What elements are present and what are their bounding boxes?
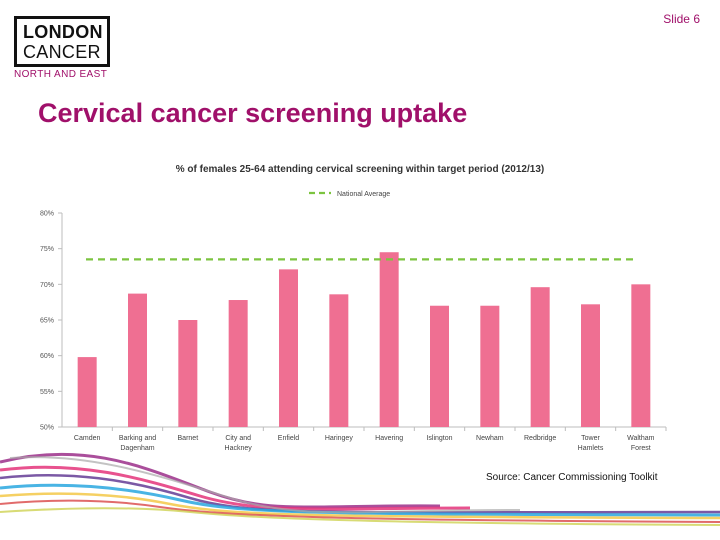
x-tick-label: Tower (581, 435, 600, 442)
chart-title: % of females 25-64 attending cervical sc… (175, 164, 545, 175)
bar (430, 305, 449, 427)
bar (379, 252, 399, 427)
y-tick-label: 65% (40, 318, 54, 325)
bar (530, 287, 550, 427)
bar (480, 305, 500, 427)
logo-line-1: LONDON (23, 22, 103, 42)
bar (178, 320, 198, 427)
logo-box: LONDON CANCER (14, 16, 110, 67)
bar (631, 284, 651, 427)
x-tick-label: City and (225, 435, 251, 442)
x-tick-label: Newham (476, 435, 504, 442)
x-tick-label: Forest (631, 445, 651, 452)
x-tick-label: Camden (74, 435, 101, 442)
bar (228, 300, 248, 427)
bar (581, 304, 600, 427)
bar (279, 269, 298, 427)
x-tick-label: Barking and (119, 435, 156, 442)
y-tick-label: 70% (40, 282, 54, 289)
bar (329, 294, 349, 427)
source-note: Source: Cancer Commissioning Toolkit (486, 472, 658, 483)
y-tick-label: 55% (40, 389, 54, 396)
x-tick-label: Barnet (178, 435, 199, 442)
bar (77, 357, 97, 427)
chart-container: % of females 25-64 attending cervical sc… (0, 150, 720, 470)
y-tick-label: 75% (40, 246, 54, 253)
london-cancer-logo: LONDON CANCER NORTH AND EAST (14, 16, 114, 80)
y-tick-label: 50% (40, 425, 54, 432)
slide-number: Slide 6 (663, 12, 700, 26)
x-tick-label: Hackney (225, 445, 253, 452)
x-tick-label: Haringey (325, 435, 354, 442)
logo-line-2: CANCER (23, 42, 101, 62)
y-tick-label: 60% (40, 353, 54, 360)
x-tick-label: Hamlets (578, 445, 604, 452)
x-tick-label: Havering (375, 435, 403, 442)
x-tick-label: Islington (426, 435, 452, 442)
x-tick-label: Enfield (278, 435, 300, 442)
legend-label-national-average: National Average (337, 191, 390, 198)
bar (128, 293, 147, 427)
bar-chart: National Average 50% 55% 60% 65% 70% 75% 80% Cam… (40, 191, 667, 452)
x-tick-label: Dagenham (120, 445, 154, 452)
x-tick-label: Redbridge (524, 435, 556, 442)
x-tick-label: Waltham (627, 435, 655, 442)
logo-subtitle: NORTH AND EAST (14, 69, 108, 80)
page-title: Cervical cancer screening uptake (38, 98, 468, 128)
y-tick-label: 80% (40, 211, 54, 218)
